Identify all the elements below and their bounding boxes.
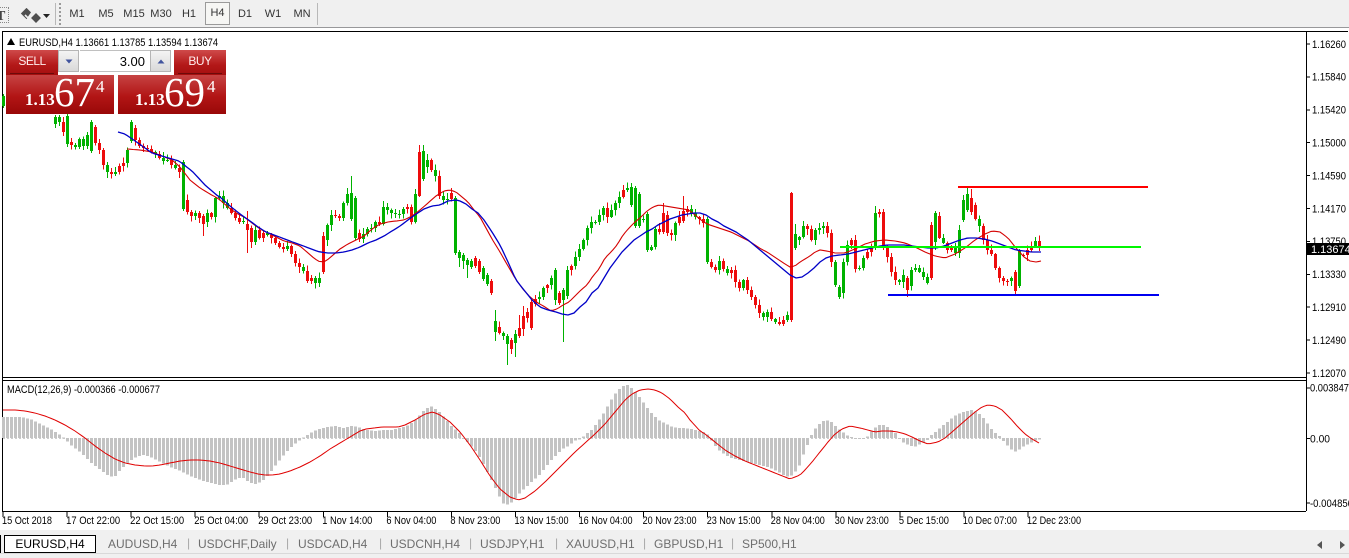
svg-text:29 Oct 23:00: 29 Oct 23:00 <box>258 515 312 527</box>
svg-text:25 Oct 04:00: 25 Oct 04:00 <box>194 515 248 527</box>
svg-text:1.15000: 1.15000 <box>1312 138 1346 150</box>
svg-text:20 Nov 23:00: 20 Nov 23:00 <box>643 515 697 527</box>
svg-text:1.12070: 1.12070 <box>1312 368 1346 380</box>
svg-text:28 Nov 04:00: 28 Nov 04:00 <box>771 515 825 527</box>
svg-text:1.12490: 1.12490 <box>1312 335 1346 347</box>
svg-text:30 Nov 23:00: 30 Nov 23:00 <box>835 515 889 527</box>
svg-text:0.003847: 0.003847 <box>1310 383 1349 395</box>
svg-text:6 Nov 04:00: 6 Nov 04:00 <box>386 515 436 527</box>
svg-text:1.14590: 1.14590 <box>1312 170 1346 182</box>
svg-text:16 Nov 04:00: 16 Nov 04:00 <box>579 515 633 527</box>
svg-text:15 Oct 2018: 15 Oct 2018 <box>2 515 52 527</box>
svg-text:8 Nov 23:00: 8 Nov 23:00 <box>450 515 500 527</box>
svg-text:13 Nov 15:00: 13 Nov 15:00 <box>515 515 569 527</box>
svg-text:5 Dec 15:00: 5 Dec 15:00 <box>899 515 949 527</box>
svg-text:12 Dec 23:00: 12 Dec 23:00 <box>1027 515 1081 527</box>
svg-text:22 Oct 15:00: 22 Oct 15:00 <box>130 515 184 527</box>
svg-text:1.13674: 1.13674 <box>1311 244 1349 256</box>
svg-text:1 Nov 14:00: 1 Nov 14:00 <box>322 515 372 527</box>
svg-text:1.13330: 1.13330 <box>1312 269 1346 281</box>
svg-text:MACD(12,26,9) -0.000366 -0.000: MACD(12,26,9) -0.000366 -0.000677 <box>7 384 160 396</box>
svg-text:EURUSD,H4 1.13661 1.13785 1.1: EURUSD,H4 1.13661 1.13785 1.13594 1.1367… <box>19 37 218 48</box>
svg-text:1.12910: 1.12910 <box>1312 302 1346 314</box>
svg-text:17 Oct 22:00: 17 Oct 22:00 <box>66 515 120 527</box>
svg-text:1.14170: 1.14170 <box>1312 203 1346 215</box>
svg-text:23 Nov 15:00: 23 Nov 15:00 <box>707 515 761 527</box>
svg-text:10 Dec 07:00: 10 Dec 07:00 <box>963 515 1017 527</box>
svg-text:1.16260: 1.16260 <box>1312 39 1346 51</box>
svg-text:-0.004856: -0.004856 <box>1310 498 1349 510</box>
svg-text:1.15840: 1.15840 <box>1312 72 1346 84</box>
svg-text:0.00: 0.00 <box>1310 433 1330 445</box>
svg-text:1.15420: 1.15420 <box>1312 105 1346 117</box>
